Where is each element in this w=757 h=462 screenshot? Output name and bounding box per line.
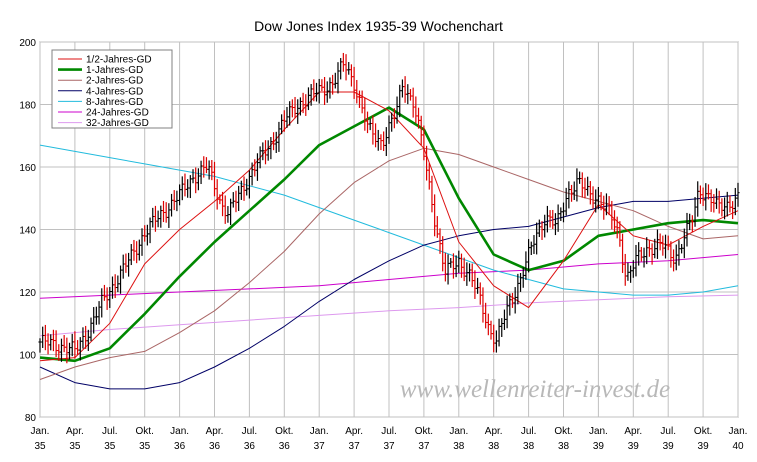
series-line xyxy=(39,91,739,362)
series-line xyxy=(39,144,739,296)
x-tick-month-label: Jan. xyxy=(31,426,50,437)
y-tick-label: 100 xyxy=(19,351,36,362)
y-tick-label: 140 xyxy=(19,226,36,237)
x-tick-year-label: 38 xyxy=(558,441,570,452)
legend-box xyxy=(51,49,173,129)
x-tick-year-label: 35 xyxy=(69,441,81,452)
x-tick-month-label: Okt. xyxy=(554,426,572,437)
x-tick-year-label: 37 xyxy=(314,441,326,452)
x-tick-month-label: Apr. xyxy=(345,426,363,437)
x-tick-month-label: Jul. xyxy=(242,426,258,437)
legend-label: 2-Jahres-GD xyxy=(86,76,143,87)
legend-label: 4-Jahres-GD xyxy=(86,86,143,97)
x-tick-month-label: Okt. xyxy=(275,426,293,437)
x-tick-month-label: Jan. xyxy=(729,426,748,437)
x-tick-year-label: 38 xyxy=(523,441,535,452)
x-tick-month-label: Apr. xyxy=(624,426,642,437)
x-tick-year-label: 35 xyxy=(139,441,151,452)
watermark-text: www.wellenreiter-invest.de xyxy=(400,376,670,403)
y-tick-label: 120 xyxy=(19,288,36,299)
legend-label: 24-Jahres-GD xyxy=(86,108,149,119)
x-tick-month-label: Jan. xyxy=(170,426,189,437)
y-tick-label: 180 xyxy=(19,101,36,112)
x-tick-year-label: 36 xyxy=(244,441,256,452)
x-tick-month-label: Jul. xyxy=(521,426,537,437)
legend-label: 32-Jahres-GD xyxy=(86,118,149,129)
x-tick-month-label: Okt. xyxy=(136,426,154,437)
x-tick-month-label: Jan. xyxy=(449,426,468,437)
x-tick-year-label: 39 xyxy=(628,441,640,452)
x-tick-year-label: 39 xyxy=(698,441,710,452)
legend-label: 8-Jahres-GD xyxy=(86,97,143,108)
x-tick-year-label: 37 xyxy=(349,441,361,452)
x-tick-month-label: Apr. xyxy=(485,426,503,437)
x-tick-month-label: Jan. xyxy=(589,426,608,437)
y-tick-label: 80 xyxy=(25,413,37,424)
series-line xyxy=(39,106,739,363)
x-tick-month-label: Jan. xyxy=(310,426,329,437)
x-tick-month-label: Jul. xyxy=(102,426,118,437)
series-line xyxy=(39,194,739,390)
x-tick-year-label: 40 xyxy=(732,441,744,452)
x-tick-year-label: 38 xyxy=(453,441,465,452)
x-tick-month-label: Jul. xyxy=(660,426,676,437)
x-tick-month-label: Apr. xyxy=(66,426,84,437)
x-tick-year-label: 39 xyxy=(663,441,675,452)
x-tick-year-label: 37 xyxy=(418,441,430,452)
x-tick-year-label: 35 xyxy=(34,441,46,452)
x-tick-year-label: 36 xyxy=(279,441,291,452)
chart-title: Dow Jones Index 1935-39 Wochenchart xyxy=(254,18,503,34)
x-tick-month-label: Okt. xyxy=(694,426,712,437)
x-tick-year-label: 38 xyxy=(488,441,500,452)
x-tick-month-label: Okt. xyxy=(415,426,433,437)
x-tick-year-label: 35 xyxy=(104,441,116,452)
x-tick-year-label: 37 xyxy=(383,441,395,452)
x-tick-month-label: Jul. xyxy=(381,426,397,437)
y-tick-label: 200 xyxy=(19,38,36,49)
series-line xyxy=(39,254,739,299)
series-line xyxy=(39,147,739,380)
legend-label: 1/2-Jahres-GD xyxy=(86,55,152,66)
x-tick-year-label: 36 xyxy=(174,441,186,452)
x-tick-year-label: 36 xyxy=(209,441,221,452)
y-tick-label: 160 xyxy=(19,163,36,174)
x-tick-month-label: Apr. xyxy=(206,426,224,437)
legend-label: 1-Jahres-GD xyxy=(86,65,143,76)
series-line xyxy=(39,294,739,337)
x-tick-year-label: 39 xyxy=(593,441,605,452)
